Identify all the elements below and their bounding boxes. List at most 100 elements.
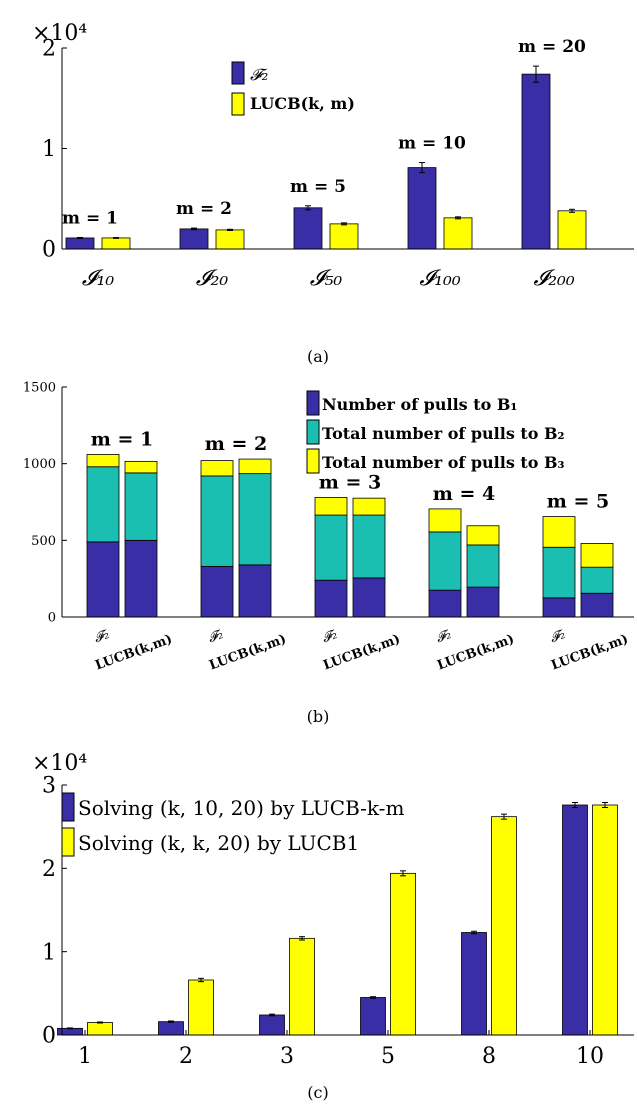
bar-f2 [65,237,95,250]
bar-lucb1 [289,937,315,1036]
y-tick-label: 3 [42,774,56,799]
x-tick-label: 2 [179,1044,193,1069]
bar-lucb [443,217,473,250]
annotation-m: m = 2 [205,433,267,455]
bar-f2 [521,73,551,250]
stacked-segment-1 [200,566,234,618]
x-tick-label: 5 [381,1044,395,1069]
stacked-segment-3 [428,508,462,533]
x-tick-label: 1 [78,1044,92,1069]
x-tick-label: 𝓕₂ [434,627,453,646]
x-tick-label: 𝓘₂₀₀ [533,266,575,291]
stacked-segment-2 [238,473,272,566]
legend-swatch-lucb-k-m [61,792,75,822]
panel-a-axes: 0 1 2 𝓘₁₀ m = 1 𝓘₂₀ m = 2 𝓘₅₀ m = 5 𝓘₁₀₀ m = 10 𝓘₂₀… [42,37,634,291]
stacked-segment-3 [352,497,386,516]
x-tick-label: 𝓕₂ [92,627,111,646]
y-tick-label: 1 [42,940,56,965]
annotation-m: m = 1 [91,428,153,450]
x-tick-label: 3 [280,1044,294,1069]
y-tick-label: 500 [31,534,56,549]
stacked-segment-1 [542,597,576,618]
panel-a-exponent-label: ×10⁴ [32,21,87,46]
bar-lucb1 [87,1022,113,1036]
stacked-segment-3 [542,516,576,548]
bar-lucb-k-m [158,1021,184,1036]
bar-f2 [179,228,209,250]
bar-lucb-k-m [259,1014,285,1036]
x-tick-label: 𝓕₂ [320,627,339,646]
stacked-segment-3 [200,460,234,477]
bar-lucb-k-m [562,804,588,1036]
legend-swatch-b1 [306,390,320,416]
panel-c-bars [57,802,618,1036]
annotation-m: m = 20 [518,37,586,57]
x-tick-label: 𝓘₅₀ [310,266,343,291]
panel-b-caption: (b) [307,707,330,726]
legend-swatch-b3 [306,448,320,474]
stacked-segment-1 [352,577,386,618]
stacked-segment-3 [238,458,272,475]
stacked-segment-1 [238,564,272,618]
bar-lucb1 [592,804,618,1036]
legend-label-f2: 𝓕₂ [250,65,268,84]
y-tick-label: 2 [42,857,56,882]
annotation-m: m = 2 [176,199,232,219]
panel-c-legend: Solving (k, 10, 20) by LUCB-k-m Solving … [61,792,404,857]
legend-label-lucb: LUCB(k, m) [250,94,355,113]
panel-a-bars [65,65,587,250]
legend-swatch-f2 [231,61,245,85]
stacked-segment-2 [314,514,348,581]
y-tick-label: 0 [42,238,56,263]
y-tick-label: 0 [48,611,56,626]
x-tick-label: 𝓕₂ [206,627,225,646]
stacked-segment-1 [86,541,120,618]
legend-swatch-b2 [306,419,320,445]
y-tick-label: 1000 [23,457,56,472]
stacked-segment-1 [428,589,462,618]
y-tick-label: 0 [42,1024,56,1049]
annotation-m: m = 4 [433,483,495,505]
stacked-segment-1 [466,586,500,618]
bar-lucb1 [188,979,214,1036]
annotation-m: m = 5 [547,491,609,513]
annotation-m: m = 3 [319,471,381,493]
panel-c-caption: (c) [307,1083,328,1102]
legend-swatch-lucb1 [61,827,75,857]
x-tick-label: 𝓕₂ [548,627,567,646]
bar-lucb [557,210,587,250]
y-tick-label: 2 [42,37,56,62]
stacked-segment-2 [352,514,386,579]
stacked-segment-3 [86,454,120,468]
panel-a: 0 1 2 𝓘₁₀ m = 1 𝓘₂₀ m = 2 𝓘₅₀ m = 5 𝓘₁₀₀ m = 10 𝓘₂₀… [32,21,634,366]
bar-lucb [215,229,245,250]
panel-b-bars [86,454,614,618]
stacked-segment-2 [428,531,462,591]
y-tick-label: 1 [42,137,56,162]
stacked-segment-3 [580,543,614,568]
stacked-segment-2 [542,546,576,599]
bar-lucb-k-m [360,997,386,1036]
stacked-segment-1 [314,579,348,618]
stacked-segment-3 [466,525,500,546]
annotation-m: m = 10 [398,134,466,154]
stacked-segment-2 [466,544,500,588]
legend-label-lucb1: Solving (k, k, 20) by LUCB1 [78,831,359,855]
stacked-segment-2 [86,466,120,543]
bar-f2 [407,167,437,250]
bar-lucb [101,237,131,250]
bar-f2 [293,207,323,250]
x-tick-label: 𝓘₁₀ [82,266,115,291]
stacked-segment-3 [124,460,158,474]
legend-label-lucb-k-m: Solving (k, 10, 20) by LUCB-k-m [78,796,404,820]
stacked-segment-2 [580,566,614,594]
y-tick-label: 1500 [23,381,56,396]
panel-a-caption: (a) [307,347,329,366]
x-tick-label: 8 [482,1044,496,1069]
legend-swatch-lucb [231,92,245,116]
stacked-segment-1 [124,539,158,618]
bar-lucb1 [491,816,517,1036]
